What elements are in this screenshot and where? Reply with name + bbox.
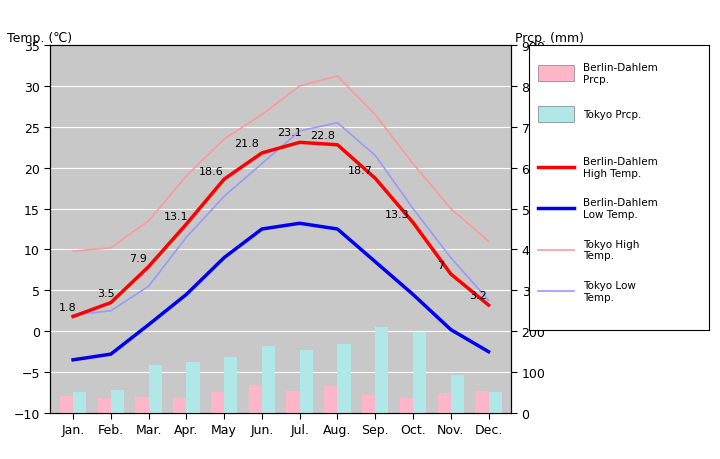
- Text: Prcp. (mm): Prcp. (mm): [515, 32, 584, 45]
- Bar: [300, 350, 313, 413]
- Bar: [135, 397, 148, 413]
- Bar: [98, 398, 111, 413]
- Bar: [248, 386, 262, 413]
- Text: Berlin-Dahlem
High Temp.: Berlin-Dahlem High Temp.: [583, 157, 658, 179]
- Text: Temp. (℃): Temp. (℃): [7, 32, 72, 45]
- Text: 7: 7: [437, 261, 444, 271]
- Text: Berlin-Dahlem
Prcp.: Berlin-Dahlem Prcp.: [583, 63, 658, 84]
- Bar: [324, 386, 338, 413]
- Bar: [60, 396, 73, 413]
- Text: 21.8: 21.8: [234, 139, 259, 149]
- Text: 18.6: 18.6: [199, 166, 224, 176]
- Bar: [186, 363, 199, 413]
- Text: 23.1: 23.1: [277, 128, 302, 138]
- Bar: [287, 392, 300, 413]
- Bar: [211, 392, 224, 413]
- Text: Tokyo Low
Temp.: Tokyo Low Temp.: [583, 280, 636, 302]
- Bar: [224, 357, 238, 413]
- Text: 7.9: 7.9: [129, 253, 147, 263]
- Bar: [400, 398, 413, 413]
- Bar: [489, 392, 502, 413]
- Text: 18.7: 18.7: [348, 165, 372, 175]
- Bar: [438, 393, 451, 413]
- Bar: [451, 375, 464, 413]
- Text: 13.3: 13.3: [385, 209, 410, 219]
- Bar: [375, 327, 389, 413]
- Bar: [413, 333, 426, 413]
- Bar: [475, 391, 489, 413]
- Bar: [73, 392, 86, 413]
- Bar: [262, 346, 275, 413]
- Bar: [362, 395, 375, 413]
- Bar: [111, 390, 124, 413]
- Text: 1.8: 1.8: [59, 302, 77, 312]
- Text: Tokyo Prcp.: Tokyo Prcp.: [583, 110, 642, 120]
- Text: 22.8: 22.8: [310, 130, 335, 140]
- Text: Berlin-Dahlem
Low Temp.: Berlin-Dahlem Low Temp.: [583, 198, 658, 219]
- Text: 3.2: 3.2: [469, 291, 487, 301]
- Bar: [173, 398, 186, 413]
- Text: Tokyo High
Temp.: Tokyo High Temp.: [583, 239, 639, 261]
- Bar: [338, 345, 351, 413]
- Text: 3.5: 3.5: [97, 288, 114, 298]
- FancyBboxPatch shape: [539, 66, 575, 82]
- Text: 13.1: 13.1: [164, 211, 189, 221]
- Bar: [148, 365, 162, 413]
- FancyBboxPatch shape: [539, 107, 575, 123]
